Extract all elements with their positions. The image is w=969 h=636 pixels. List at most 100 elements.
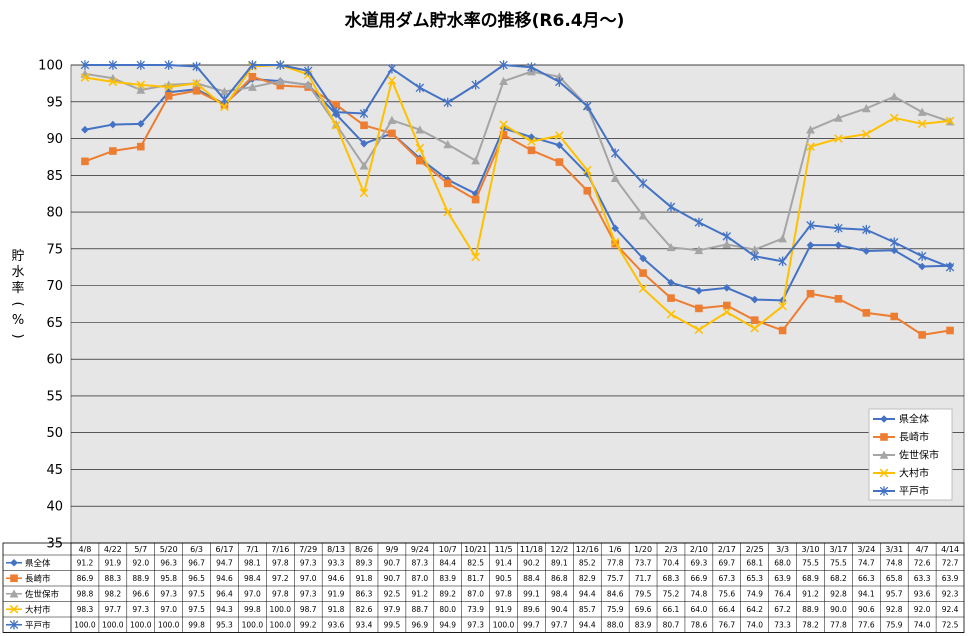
table-cell: 82.5 <box>467 558 484 567</box>
data-point <box>443 140 453 149</box>
y-tick-label: 40 <box>46 500 63 515</box>
category-label: 2/17 <box>718 545 736 554</box>
row-series-name: 大村市 <box>25 604 51 615</box>
data-point <box>276 60 285 70</box>
table-cell: 100.0 <box>270 620 292 629</box>
legend-label: 佐世保市 <box>899 449 939 462</box>
category-label: 9/9 <box>385 545 398 554</box>
table-cell: 80.7 <box>663 620 680 629</box>
table-cell: 66.1 <box>663 605 680 614</box>
data-point <box>889 92 899 101</box>
table-cell: 95.3 <box>216 620 233 629</box>
table-cell: 100.0 <box>493 620 515 629</box>
category-label: 2/3 <box>665 545 678 554</box>
table-cell: 68.3 <box>663 574 680 583</box>
table-cell: 91.4 <box>495 558 512 567</box>
table-cell: 98.1 <box>244 558 261 567</box>
data-point <box>415 125 425 134</box>
data-point <box>192 86 201 95</box>
table-cell: 92.8 <box>830 589 847 598</box>
table-cell: 79.5 <box>635 589 652 598</box>
data-point <box>527 133 536 141</box>
data-point <box>946 326 954 335</box>
table-cell: 99.1 <box>523 589 540 598</box>
table-cell: 90.4 <box>551 605 568 614</box>
legend-label: 大村市 <box>899 467 929 480</box>
table-cell: 73.7 <box>635 558 652 567</box>
table-cell: 97.2 <box>272 574 289 583</box>
table-cell: 75.9 <box>607 605 624 614</box>
table-cell: 97.7 <box>105 605 122 614</box>
legend-marker <box>879 468 889 478</box>
data-point <box>220 102 229 112</box>
table-cell: 99.8 <box>244 605 261 614</box>
y-tick-label: 35 <box>46 537 63 552</box>
table-cell: 88.7 <box>411 605 428 614</box>
table-cell: 66.3 <box>858 574 875 583</box>
row-legend-marker <box>9 589 19 598</box>
data-point <box>638 284 648 293</box>
table-cell: 72.7 <box>942 558 959 567</box>
data-point <box>638 178 648 189</box>
table-row: 県全体 91.2 91.9 92.0 96.3 96.7 94.7 98.1 97.8 97.3 9… <box>6 558 959 569</box>
table-cell: 87.3 <box>411 558 428 567</box>
table-cell: 82.6 <box>356 605 373 614</box>
series-line <box>84 64 951 331</box>
category-label: 12/16 <box>576 545 599 554</box>
table-cell: 63.9 <box>774 574 791 583</box>
data-point <box>889 113 899 123</box>
table-cell: 91.8 <box>356 574 373 583</box>
chart-title: 水道用ダム貯水率の推移(R6.4月～) <box>344 11 625 31</box>
table-cell: 94.6 <box>216 574 233 583</box>
table-cell: 67.3 <box>718 574 735 583</box>
legend-marker <box>879 450 889 459</box>
row-legend-marker <box>10 558 18 567</box>
table-cell: 90.7 <box>384 574 401 583</box>
data-point <box>583 186 592 195</box>
table-cell: 75.7 <box>607 574 624 583</box>
table-cell: 93.4 <box>356 620 373 629</box>
table-cell: 91.2 <box>802 589 819 598</box>
category-label: 9/24 <box>411 545 429 554</box>
data-point <box>694 217 704 228</box>
y-tick-label: 65 <box>46 316 63 331</box>
data-point <box>778 326 787 335</box>
category-label: 8/13 <box>327 545 345 554</box>
data-point <box>388 129 396 138</box>
table-cell: 94.3 <box>216 605 233 614</box>
table-cell: 92.0 <box>132 558 149 567</box>
y-tick-label: 100 <box>38 59 63 74</box>
data-point <box>471 195 480 204</box>
table-cell: 99.5 <box>384 620 401 629</box>
table-cell: 68.0 <box>774 558 791 567</box>
table-cell: 97.3 <box>160 589 177 598</box>
table-cell: 68.2 <box>830 574 847 583</box>
category-label: 5/7 <box>134 545 147 554</box>
data-point <box>332 100 340 109</box>
table-cell: 93.3 <box>328 558 345 567</box>
table-cell: 93.6 <box>914 589 931 598</box>
data-point <box>499 60 508 70</box>
y-axis-label-char: 水 <box>11 265 24 280</box>
table-cell: 83.9 <box>635 620 652 629</box>
data-point <box>555 131 564 140</box>
data-point <box>220 94 229 105</box>
category-label: 4/14 <box>941 545 959 554</box>
table-cell: 94.1 <box>858 589 875 598</box>
data-point <box>387 76 397 85</box>
table-cell: 76.4 <box>774 589 791 598</box>
table-cell: 92.8 <box>886 605 903 614</box>
table-cell: 69.7 <box>718 558 735 567</box>
table-row: 長崎市 86.9 88.3 88.9 95.8 96.5 94.6 98.4 97.2 97.0 9… <box>6 573 959 584</box>
table-cell: 97.3 <box>132 605 149 614</box>
table-cell: 88.0 <box>607 620 624 629</box>
data-point <box>806 142 815 151</box>
table-cell: 100.0 <box>130 620 152 629</box>
data-point <box>108 77 118 87</box>
y-axis-label-char: % <box>12 313 24 328</box>
data-point <box>945 116 955 126</box>
table-cell: 88.3 <box>105 574 122 583</box>
data-point <box>945 262 955 273</box>
table-cell: 85.7 <box>579 605 596 614</box>
data-point <box>415 82 425 93</box>
